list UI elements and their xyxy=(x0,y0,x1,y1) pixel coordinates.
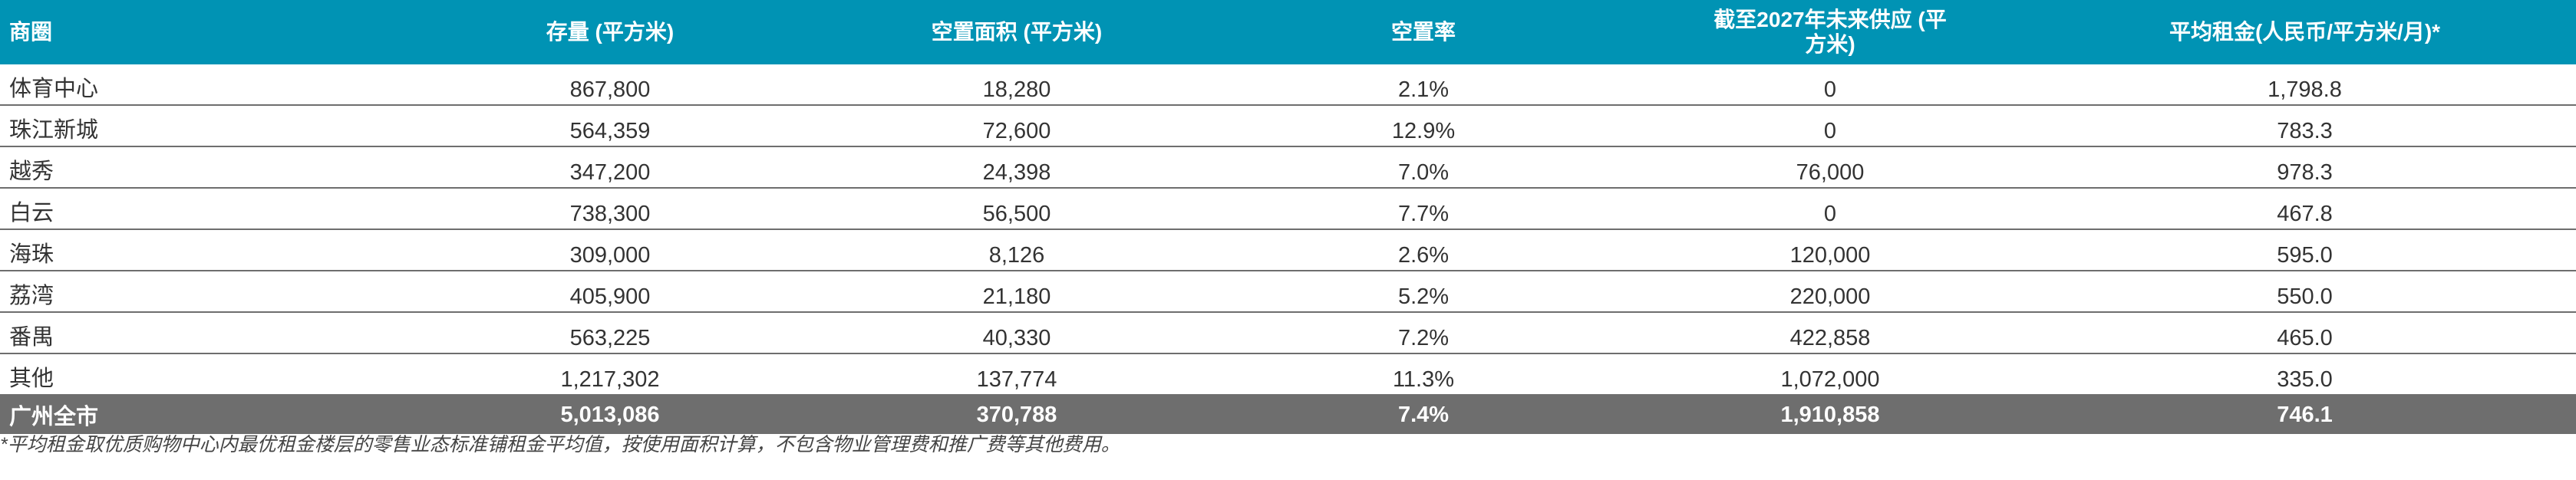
cell-vacant-area: 24,398 xyxy=(813,146,1220,189)
header-vacancy-rate: 空置率 xyxy=(1390,20,1456,44)
cell-vacancy-rate: 11.3% xyxy=(1220,353,1627,396)
cell-vacancy-rate: 7.0% xyxy=(1220,146,1627,189)
cell-stock: 738,300 xyxy=(407,188,813,230)
cell-stock: 867,800 xyxy=(407,64,813,106)
cell-future-supply: 0 xyxy=(1627,105,2033,147)
header-vacant-area: 空置面积 (平方米) xyxy=(931,20,1103,44)
cell-vacant-area: 8,126 xyxy=(813,229,1220,271)
cell-average-rent: 978.3 xyxy=(2033,146,2576,189)
cell-vacancy-rate: 5.2% xyxy=(1220,271,1627,313)
cell-vacancy-rate: 7.7% xyxy=(1220,188,1627,230)
cell-average-rent: 1,798.8 xyxy=(2033,64,2576,106)
table-row: 越秀 347,200 24,398 7.0% 76,000 978.3 xyxy=(0,146,2576,189)
table-row: 荔湾 405,900 21,180 5.2% 220,000 550.0 xyxy=(0,271,2576,313)
table-body: 体育中心 867,800 18,280 2.1% 0 1,798.8 珠江新城 564,359… xyxy=(0,64,2576,434)
cell-future-supply: 220,000 xyxy=(1627,271,2033,313)
table-row: 体育中心 867,800 18,280 2.1% 0 1,798.8 xyxy=(0,64,2576,106)
table-row: 白云 738,300 56,500 7.7% 0 467.8 xyxy=(0,188,2576,230)
cell-average-rent: 550.0 xyxy=(2033,271,2576,313)
cell-average-rent: 335.0 xyxy=(2033,353,2576,396)
table-row: 海珠 309,000 8,126 2.6% 120,000 595.0 xyxy=(0,229,2576,271)
cell-vacancy-rate: 2.1% xyxy=(1220,64,1627,106)
cell-vacant-area: 56,500 xyxy=(813,188,1220,230)
table-header: 商圈 存量 (平方米) 空置面积 (平方米) 空置率 截至2027年未来供应 (… xyxy=(0,0,2576,64)
cell-district: 其他 xyxy=(0,353,407,396)
total-row: 广州全市 5,013,086 370,788 7.4% 1,910,858 746.1 xyxy=(0,395,2576,434)
cell-stock: 347,200 xyxy=(407,146,813,189)
total-average-rent: 746.1 xyxy=(2033,395,2576,434)
cell-district: 体育中心 xyxy=(0,64,407,106)
total-vacancy-rate: 7.4% xyxy=(1220,395,1627,434)
cell-stock: 405,900 xyxy=(407,271,813,313)
header-stock: 存量 (平方米) xyxy=(546,20,675,44)
cell-vacant-area: 21,180 xyxy=(813,271,1220,313)
cell-district: 海珠 xyxy=(0,229,407,271)
table-row: 其他 1,217,302 137,774 11.3% 1,072,000 335.0 xyxy=(0,353,2576,396)
total-future-supply: 1,910,858 xyxy=(1627,395,2033,434)
cell-stock: 1,217,302 xyxy=(407,353,813,396)
total-vacant-area: 370,788 xyxy=(813,395,1220,434)
cell-stock: 309,000 xyxy=(407,229,813,271)
cell-vacant-area: 18,280 xyxy=(813,64,1220,106)
cell-average-rent: 467.8 xyxy=(2033,188,2576,230)
header-district: 商圈 xyxy=(9,20,53,44)
retail-market-table: 商圈 存量 (平方米) 空置面积 (平方米) 空置率 截至2027年未来供应 (… xyxy=(0,0,2576,434)
header-row: 商圈 存量 (平方米) 空置面积 (平方米) 空置率 截至2027年未来供应 (… xyxy=(0,0,2576,64)
header-average-rent: 平均租金(人民币/平方米/月)* xyxy=(2169,20,2441,44)
cell-average-rent: 783.3 xyxy=(2033,105,2576,147)
cell-vacant-area: 40,330 xyxy=(813,312,1220,354)
cell-stock: 564,359 xyxy=(407,105,813,147)
cell-district: 白云 xyxy=(0,188,407,230)
cell-district: 荔湾 xyxy=(0,271,407,313)
cell-average-rent: 465.0 xyxy=(2033,312,2576,354)
cell-vacant-area: 137,774 xyxy=(813,353,1220,396)
cell-vacancy-rate: 7.2% xyxy=(1220,312,1627,354)
cell-district: 越秀 xyxy=(0,146,407,189)
cell-district: 珠江新城 xyxy=(0,105,407,147)
cell-vacancy-rate: 12.9% xyxy=(1220,105,1627,147)
total-district: 广州全市 xyxy=(0,395,407,434)
footnote: *平均租金取优质购物中心内最优租金楼层的零售业态标准铺租金平均值，按使用面积计算… xyxy=(0,434,1120,455)
total-stock: 5,013,086 xyxy=(407,395,813,434)
cell-future-supply: 76,000 xyxy=(1627,146,2033,189)
cell-district: 番禺 xyxy=(0,312,407,354)
header-future-supply: 截至2027年未来供应 (平 方米) xyxy=(1627,0,2033,64)
cell-future-supply: 120,000 xyxy=(1627,229,2033,271)
cell-vacancy-rate: 2.6% xyxy=(1220,229,1627,271)
table-row: 珠江新城 564,359 72,600 12.9% 0 783.3 xyxy=(0,105,2576,147)
cell-future-supply: 0 xyxy=(1627,188,2033,230)
cell-average-rent: 595.0 xyxy=(2033,229,2576,271)
cell-future-supply: 1,072,000 xyxy=(1627,353,2033,396)
cell-vacant-area: 72,600 xyxy=(813,105,1220,147)
table-row: 番禺 563,225 40,330 7.2% 422,858 465.0 xyxy=(0,312,2576,354)
cell-future-supply: 0 xyxy=(1627,64,2033,106)
cell-stock: 563,225 xyxy=(407,312,813,354)
header-future-supply-label: 截至2027年未来供应 (平 方米) xyxy=(1713,8,1947,56)
cell-future-supply: 422,858 xyxy=(1627,312,2033,354)
